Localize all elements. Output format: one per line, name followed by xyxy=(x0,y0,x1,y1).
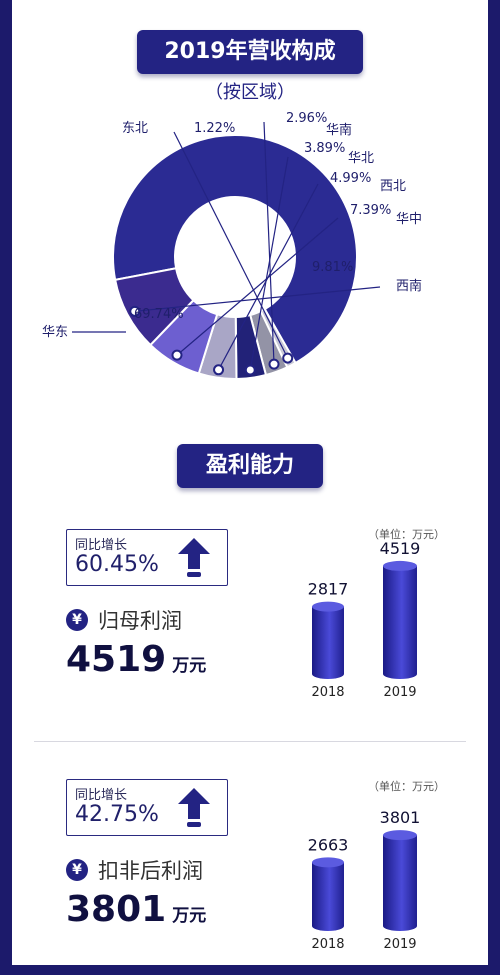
metric-row-deducted-profit: ¥ 扣非后利润 xyxy=(66,855,203,885)
bar-cylinder-top xyxy=(383,560,417,571)
slice-category-label: 东北 xyxy=(122,121,148,136)
section-divider xyxy=(34,741,466,742)
frame-bottom xyxy=(0,965,500,975)
slice-category-label: 西北 xyxy=(380,179,406,194)
bar-category-label: 2019 xyxy=(383,937,416,952)
metric-value-deducted-profit: 3801 万元 xyxy=(66,889,206,930)
bar-cylinder-top xyxy=(312,601,344,612)
frame-left xyxy=(0,0,12,975)
leader-dot xyxy=(244,364,256,376)
chart-subtitle: （按区域） xyxy=(205,82,295,103)
bar-cylinder xyxy=(383,835,417,931)
slice-category-label: 华南 xyxy=(326,122,352,138)
value-number: 4519 xyxy=(66,639,167,680)
bar-category-label: 2018 xyxy=(311,685,344,700)
donut-slice-华东 xyxy=(112,134,358,365)
donut-slice-西南 xyxy=(113,267,195,347)
slice-value-label: 69.74% xyxy=(134,307,184,322)
bar-value-label: 2817 xyxy=(308,580,349,599)
yen-icon: ¥ xyxy=(66,609,88,631)
unit-note: （单位：万元） xyxy=(368,528,445,541)
slice-value-label: 1.22% xyxy=(194,121,235,136)
metric-row-net-profit: ¥ 归母利润 xyxy=(66,605,182,635)
growth-label: 同比增长 xyxy=(75,538,128,553)
value-number: 3801 xyxy=(66,889,167,930)
bar-cylinder-top xyxy=(312,857,344,868)
chart-title: 2019年营收构成 xyxy=(137,30,363,74)
leader-dot xyxy=(268,358,280,370)
value-unit: 万元 xyxy=(172,656,207,676)
growth-value: 42.75% xyxy=(75,802,159,827)
leader-line xyxy=(173,131,289,359)
slice-value-label: 3.89% xyxy=(304,141,345,156)
metric-label: 归母利润 xyxy=(98,609,182,633)
bar-value-label: 4519 xyxy=(380,540,421,558)
leader-dot xyxy=(171,349,183,361)
growth-value: 60.45% xyxy=(75,552,159,577)
revenue-donut-chart: 东北 1.22% 华南2.96% 华北3.89% 西北 4.99% 华中 7.39% 西南 9.8… xyxy=(42,111,422,381)
slice-value-label: 7.39% xyxy=(350,203,391,218)
bar-category-label: 2019 xyxy=(383,685,416,700)
leader-line xyxy=(176,217,339,356)
leader-dot xyxy=(282,352,294,364)
frame-right xyxy=(488,0,500,975)
bar-value-label: 2663 xyxy=(308,835,349,854)
deducted-profit-bar-chart: 2663 2018 3801 2019 xyxy=(308,808,421,952)
slice-category-label: 华北 xyxy=(348,151,374,166)
slice-category-label: 西南 xyxy=(396,278,422,294)
slice-value-label: 2.96% xyxy=(286,111,327,126)
bar-category-label: 2018 xyxy=(311,937,344,952)
slice-value-label: 4.99% xyxy=(330,171,371,186)
bar-cylinder xyxy=(312,606,344,679)
slice-category-label: 华中 xyxy=(396,212,422,227)
section-title-profitability: 盈利能力 xyxy=(177,444,323,488)
bar-cylinder-top xyxy=(383,830,417,841)
slice-category-label: 华东 xyxy=(42,325,68,340)
unit-note: （单位：万元） xyxy=(368,780,445,793)
metric-value-net-profit: 4519 万元 xyxy=(66,639,206,680)
slice-value-label: 9.81% xyxy=(312,260,353,275)
bar-cylinder xyxy=(312,862,344,931)
growth-box-deducted-profit: 同比增长 42.75% xyxy=(66,779,228,836)
leader-line xyxy=(134,286,381,312)
value-unit: 万元 xyxy=(172,906,207,926)
growth-label: 同比增长 xyxy=(75,788,128,803)
leader-line xyxy=(263,121,275,365)
up-arrow-icon xyxy=(178,538,210,577)
bar-cylinder xyxy=(383,565,417,679)
yen-icon: ¥ xyxy=(66,859,88,881)
up-arrow-icon xyxy=(178,788,210,827)
net-profit-bar-chart: 2817 2018 4519 2019 xyxy=(308,540,421,700)
metric-label: 扣非后利润 xyxy=(98,859,203,883)
leader-line xyxy=(249,156,289,371)
leader-dot xyxy=(129,305,141,317)
bar-value-label: 3801 xyxy=(380,808,421,827)
growth-box-net-profit: 同比增长 60.45% xyxy=(66,529,228,586)
leader-dot xyxy=(213,364,225,376)
